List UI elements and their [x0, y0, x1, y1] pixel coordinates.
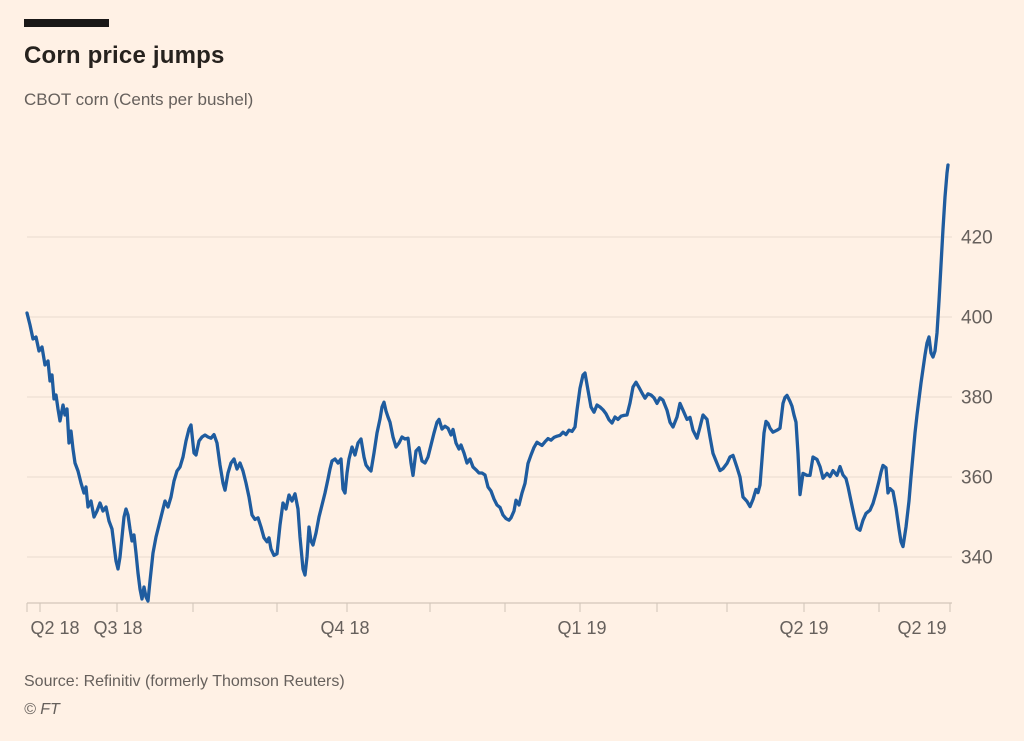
title-rule [24, 19, 109, 27]
y-axis-label: 400 [961, 308, 993, 329]
x-axis-label: Q1 19 [557, 618, 606, 638]
price-line-series [25, 163, 950, 603]
source-note: Source: Refinitiv (formerly Thomson Reut… [24, 673, 345, 690]
x-axis-label: Q4 18 [320, 618, 369, 638]
chart-subtitle: CBOT corn (Cents per bushel) [24, 90, 254, 109]
chart-title: Corn price jumps [24, 42, 225, 69]
y-axis-label: 360 [961, 468, 993, 489]
x-axis-label: Q2 19 [897, 618, 946, 638]
y-axis-label: 340 [961, 548, 993, 569]
x-axis-label: Q3 18 [93, 618, 142, 638]
y-axis-label: 420 [961, 228, 993, 249]
y-axis-label: 380 [961, 388, 993, 409]
x-axis-label: Q2 18 [30, 618, 79, 638]
x-axis-label: Q2 19 [779, 618, 828, 638]
ft-copyright: © FT [24, 701, 60, 718]
